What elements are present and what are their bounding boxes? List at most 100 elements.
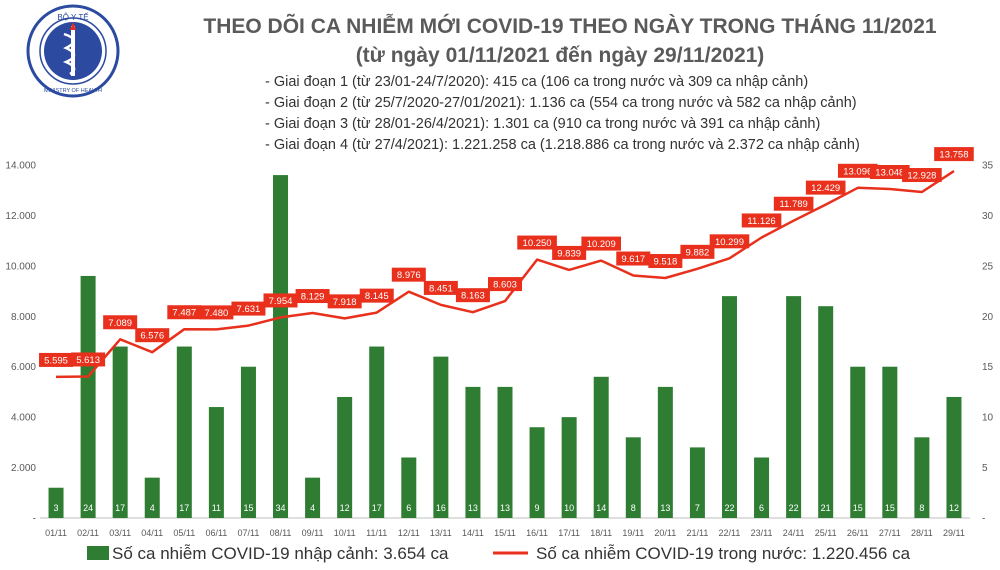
line-label-box	[423, 280, 458, 295]
line-label-box	[616, 251, 651, 266]
x-axis-tick: 28/11	[911, 528, 933, 538]
line-label-box	[391, 267, 426, 282]
bar-value-label: 4	[310, 503, 315, 513]
bar-value-label: 16	[436, 503, 446, 513]
x-axis-tick: 29/11	[943, 528, 965, 538]
line-label-box	[837, 163, 878, 178]
line-value-label: 9.617	[621, 254, 645, 265]
bar-value-label: 17	[115, 503, 125, 513]
legend-bar-swatch	[87, 546, 109, 560]
x-axis-tick: 19/11	[622, 528, 644, 538]
x-axis-tick: 10/11	[334, 528, 356, 538]
bar	[337, 396, 353, 518]
line-label-box	[552, 245, 587, 260]
x-axis-tick: 14/11	[462, 528, 484, 538]
bar	[754, 457, 770, 518]
line-value-label: 7.480	[204, 308, 228, 319]
line-label-box	[71, 352, 106, 367]
x-axis-tick: 08/11	[270, 528, 292, 538]
line-value-label: 10.250	[523, 238, 552, 249]
bar-value-label: 6	[406, 503, 411, 513]
line-label-box	[359, 288, 394, 303]
x-axis-tick: 07/11	[238, 528, 260, 538]
bar	[529, 427, 545, 518]
line-label-box	[199, 305, 234, 320]
line-label-box	[902, 168, 942, 183]
bar-value-label: 17	[372, 503, 382, 513]
note-phase-1: - Giai đoạn 1 (từ 23/01-24/7/2020): 415 …	[265, 74, 808, 90]
bar-value-label: 34	[276, 503, 286, 513]
x-axis-tick: 13/11	[430, 528, 452, 538]
right-axis: - 5 10 15 20 25 30 35	[982, 161, 994, 525]
bar-value-label: 15	[885, 503, 895, 513]
bar-value-label: 11	[212, 503, 221, 513]
left-axis-tick: 2.000	[11, 463, 36, 474]
bar	[305, 477, 321, 518]
legend-bar-label: Số ca nhiễm COVID-19 nhập cảnh: 3.654 ca	[112, 544, 449, 563]
left-axis-tick: 10.000	[5, 261, 36, 272]
logo-bottom-text: MINISTRY OF HEALTH	[44, 88, 102, 94]
line-label-box	[488, 277, 522, 292]
bar	[433, 356, 449, 518]
bar-value-label: 22	[789, 503, 799, 513]
line-label-box	[455, 288, 490, 303]
left-axis: - 2.000 4.000 6.000 8.000 10.000 12.000 14.000	[5, 161, 36, 525]
x-axis-tick: 21/11	[686, 528, 708, 538]
right-axis-tick: 10	[982, 413, 994, 424]
bar	[946, 396, 962, 518]
bar-value-label: 6	[759, 503, 764, 513]
x-axis-tick: 09/11	[302, 528, 324, 538]
line-value-label: 9.518	[653, 257, 677, 268]
note-phase-3: - Giai đoạn 3 (từ 28/01-26/4/2021): 1.30…	[265, 116, 820, 132]
bar	[208, 407, 224, 518]
line-label-box	[103, 315, 138, 330]
line-value-label: 8.163	[461, 291, 485, 302]
line-label-box	[167, 305, 202, 320]
note-phase-4: - Giai đoạn 4 (từ 27/4/2021): 1.221.258 …	[265, 137, 860, 153]
bar-value-label: 3	[54, 503, 59, 513]
line-label-box	[709, 234, 750, 249]
left-axis-tick: 14.000	[5, 161, 36, 172]
line-label-box	[231, 301, 266, 316]
bars-series: 3 24 17 4 17 11 15 34 4 12 17 6 16 13 13 9 10 14 8 13 7 22 6 22…	[48, 175, 962, 519]
bar	[273, 175, 289, 519]
left-axis-tick: 12.000	[5, 211, 36, 222]
line-value-label: 7.487	[172, 308, 196, 319]
x-axis-tick: 12/11	[398, 528, 420, 538]
line-value-label: 8.129	[301, 292, 325, 303]
line-label-box	[648, 254, 683, 269]
line-value-label: 13.758	[939, 150, 968, 161]
bar	[112, 346, 128, 518]
bar	[144, 477, 160, 518]
line-value-label: 12.928	[907, 171, 936, 182]
x-axis-tick: 03/11	[109, 528, 131, 538]
bar	[48, 487, 64, 518]
line-value-label: 8.976	[397, 270, 421, 281]
line-value-label: 8.603	[493, 280, 517, 291]
note-phase-2: - Giai đoạn 2 (từ 25/7/2020-27/01/2021):…	[265, 95, 857, 111]
bar	[561, 417, 577, 518]
x-axis-tick: 27/11	[879, 528, 901, 538]
bar	[401, 457, 417, 518]
line-value-label: 9.882	[686, 247, 710, 258]
bar-value-label: 10	[564, 503, 574, 513]
bar-value-label: 24	[83, 503, 93, 513]
bar	[882, 366, 898, 518]
bar	[850, 366, 866, 518]
x-axis: 01/11 02/11 03/11 04/11 05/11 06/11 07/11 08/11…	[45, 528, 965, 538]
legend: Số ca nhiễm COVID-19 nhập cảnh: 3.654 ca…	[87, 544, 911, 563]
line-value-label: 7.918	[333, 297, 357, 308]
x-axis-tick: 23/11	[751, 528, 773, 538]
x-axis-tick: 25/11	[815, 528, 837, 538]
bar	[369, 346, 385, 518]
bar	[914, 437, 930, 518]
bar-value-label: 7	[695, 503, 700, 513]
right-axis-tick: 30	[982, 211, 994, 222]
bar	[593, 376, 609, 518]
line-value-label: 11.126	[747, 216, 775, 227]
line-label-box	[517, 235, 557, 250]
bar-value-label: 13	[468, 503, 478, 513]
domestic-cases-line	[55, 170, 955, 379]
left-axis-tick: -	[33, 514, 36, 525]
